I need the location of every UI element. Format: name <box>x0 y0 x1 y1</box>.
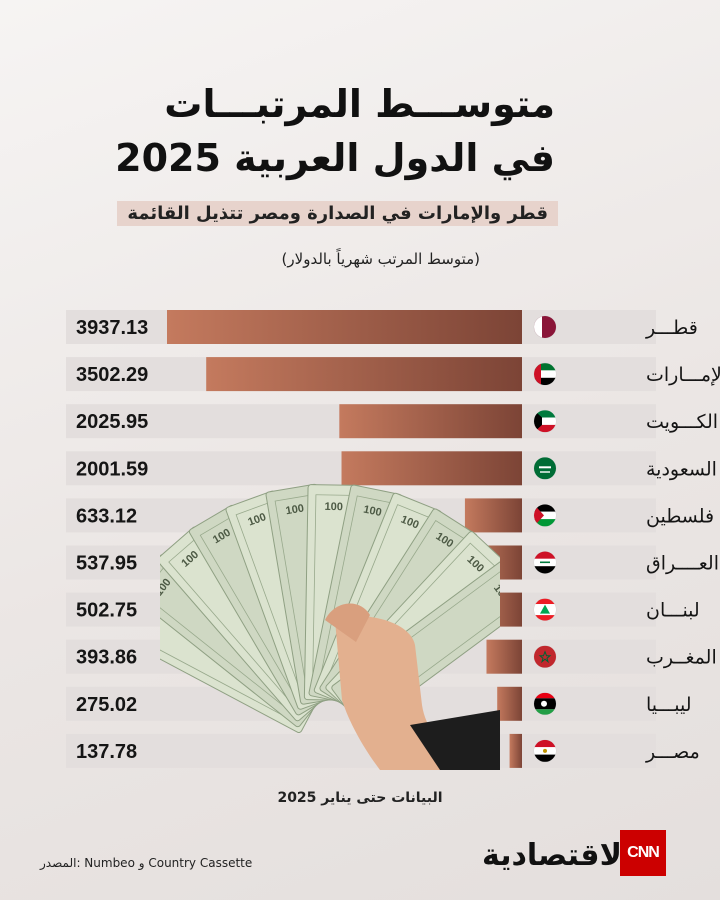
svg-text:100: 100 <box>491 582 500 604</box>
money-hand-illustration: 100100100100100100100100100100100100 <box>160 483 500 770</box>
category-label: قطـــر <box>645 317 698 339</box>
category-label: السعودية <box>646 458 717 480</box>
kuwait-flag-icon <box>533 409 557 433</box>
lebanon-flag-icon <box>533 598 557 621</box>
palestine-flag-icon <box>533 504 557 527</box>
bar <box>497 686 522 721</box>
data-date-note: البيانات حتى يناير 2025 <box>277 790 443 806</box>
cnn-logo: CNN <box>620 830 666 876</box>
value-label: 3937.13 <box>76 317 148 339</box>
chart-row: 3502.29 الإمـــارات <box>66 357 720 392</box>
bar <box>486 639 522 674</box>
svg-text:100: 100 <box>285 502 305 517</box>
chart-row: 2001.59 السعودية <box>66 451 717 486</box>
bar <box>341 451 522 486</box>
category-label: المغــرب <box>646 647 717 669</box>
category-label: لبنـــان <box>646 600 700 622</box>
brand-logo-text: الاقتصادية <box>482 838 633 873</box>
value-label: 393.86 <box>76 647 137 669</box>
saudi-flag-icon <box>533 456 557 480</box>
bar <box>509 733 522 768</box>
value-label: 3502.29 <box>76 364 148 386</box>
libya-flag-icon <box>533 692 557 716</box>
chart-row: 3937.13 قطـــر <box>66 310 698 344</box>
chart-row: 137.78 مصـــر <box>66 733 700 768</box>
category-label: العــــراق <box>646 553 719 575</box>
iraq-flag-icon <box>533 551 557 574</box>
category-label: الإمـــارات <box>646 364 720 386</box>
category-label: مصـــر <box>645 741 700 763</box>
category-label: الكـــويت <box>646 411 718 433</box>
svg-text:100: 100 <box>324 501 343 513</box>
value-label: 502.75 <box>76 600 137 622</box>
subtitle: قطر والإمارات في الصدارة ومصر تتذيل القا… <box>117 201 558 226</box>
bar <box>206 357 522 392</box>
bar <box>339 404 522 439</box>
svg-text:100: 100 <box>362 504 382 519</box>
qatar-flag-icon <box>533 315 557 339</box>
title-line-1: متوســـط المرتبـــات <box>164 82 555 126</box>
uae-flag-icon <box>533 362 557 386</box>
svg-text:100: 100 <box>246 511 267 529</box>
value-label: 633.12 <box>76 505 137 527</box>
bar <box>167 310 522 344</box>
value-label: 2001.59 <box>76 458 148 480</box>
morocco-flag-icon <box>533 645 557 669</box>
value-label: 2025.95 <box>76 411 148 433</box>
chart-row: 2025.95 الكـــويت <box>66 404 718 439</box>
category-label: ليبـــيا <box>646 694 691 716</box>
value-label: 275.02 <box>76 694 137 716</box>
title-line-2: في الدول العربية 2025 <box>115 136 555 180</box>
value-label: 537.95 <box>76 553 137 575</box>
egypt-flag-icon <box>533 739 557 763</box>
value-label: 137.78 <box>76 741 137 763</box>
source-note: المصدر: Numbeo و Country Cassette <box>40 856 253 870</box>
unit-note: (متوسط المرتب شهرياً بالدولار) <box>281 250 480 268</box>
bar <box>464 498 522 533</box>
category-label: فلسطين <box>646 505 714 527</box>
